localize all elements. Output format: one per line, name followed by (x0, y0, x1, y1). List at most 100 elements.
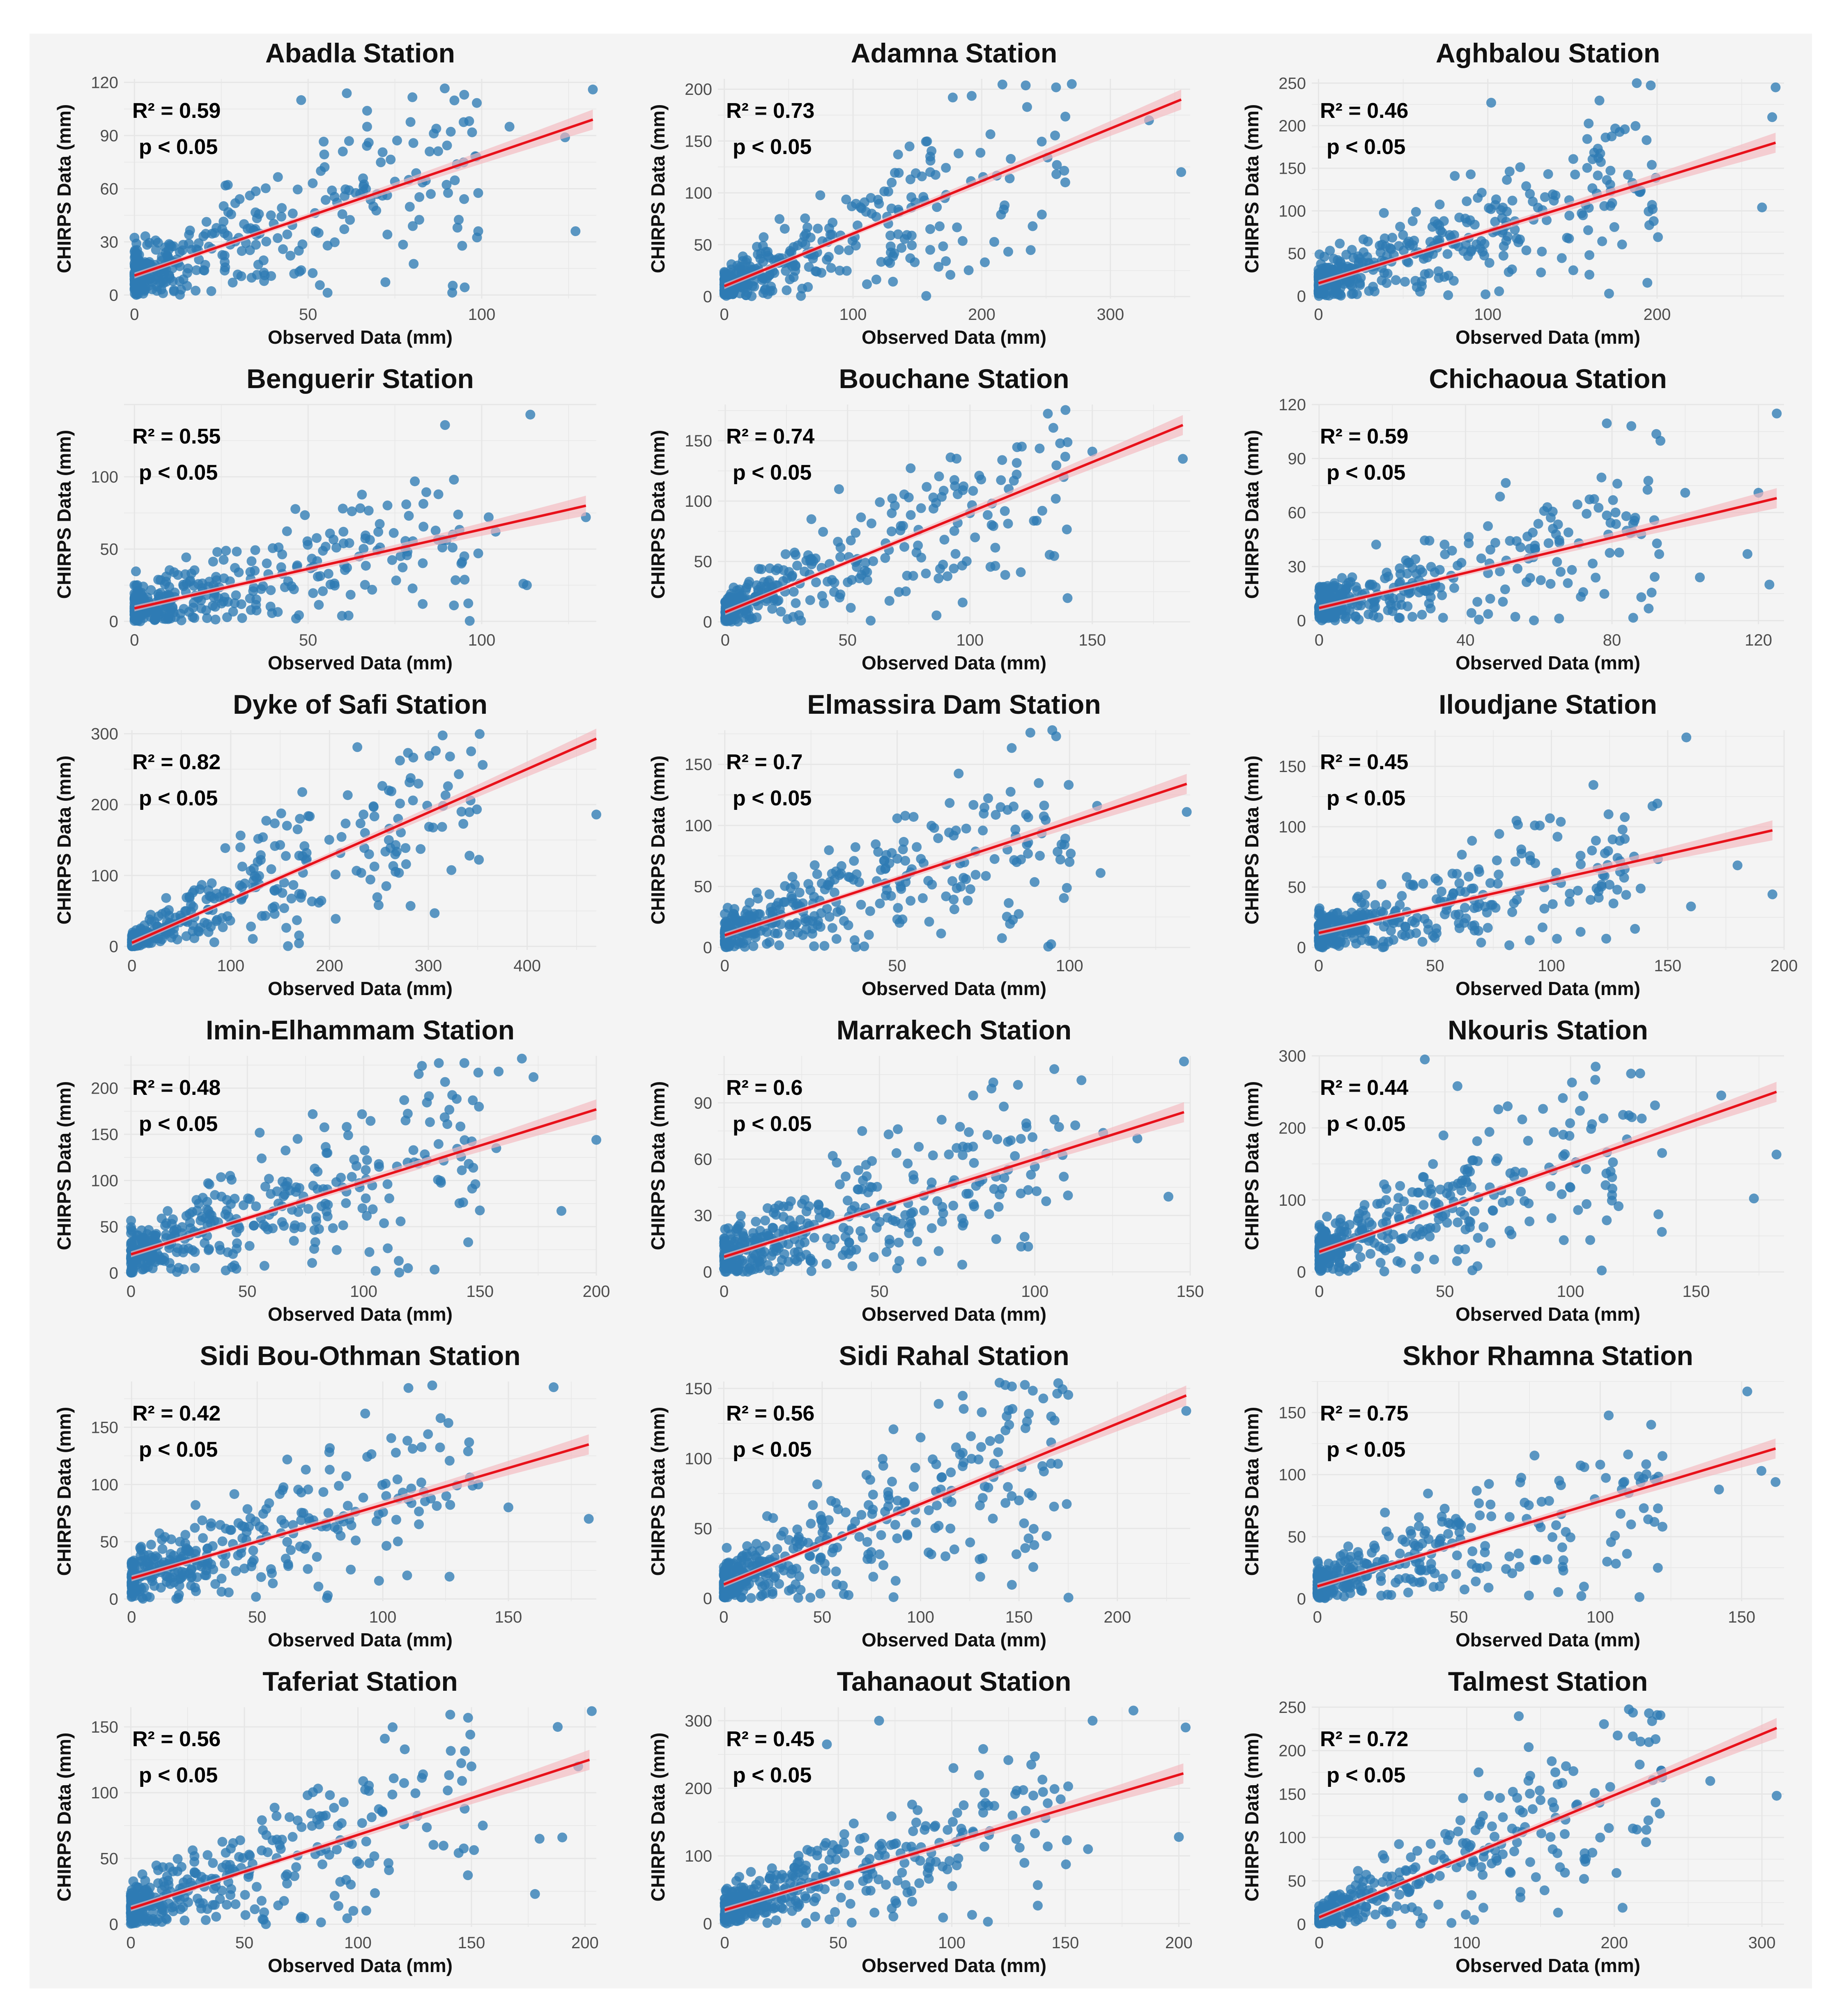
data-point (432, 1501, 442, 1511)
data-point (854, 877, 864, 887)
data-point (442, 140, 452, 151)
data-point (775, 214, 784, 224)
data-point (1400, 922, 1411, 932)
data-point (836, 861, 846, 871)
data-point (320, 162, 330, 172)
data-point (981, 871, 991, 881)
data-point (935, 221, 945, 231)
x-tick-label: 0 (721, 631, 730, 649)
x-tick-label: 200 (1643, 306, 1671, 324)
data-point (1524, 1216, 1535, 1227)
data-point (1578, 210, 1588, 221)
data-point (804, 1201, 814, 1211)
data-point (1005, 787, 1016, 797)
data-point (159, 1253, 169, 1262)
data-point (1593, 144, 1603, 154)
data-point (800, 213, 810, 223)
data-point (262, 558, 272, 568)
data-point (1609, 222, 1619, 232)
data-point (1557, 1189, 1567, 1199)
data-point (1044, 549, 1055, 560)
data-point (231, 1566, 241, 1576)
panel-chichaoua-station: 0 40 80 120 0 30 60 90 120 Observed Data (mm) CHIR… (1217, 359, 1811, 685)
data-point (1503, 1101, 1513, 1111)
x-tick-label: 100 (1474, 306, 1501, 324)
data-point (1331, 285, 1341, 295)
data-point (822, 903, 832, 914)
data-point (1578, 1091, 1589, 1101)
x-tick-label: 50 (1436, 1283, 1454, 1301)
data-point (1420, 269, 1430, 279)
data-point (1452, 1081, 1462, 1091)
data-point (305, 811, 315, 821)
data-point (221, 180, 230, 191)
r-squared-label: R² = 0.73 (726, 99, 814, 123)
data-point (366, 1116, 376, 1126)
data-point (473, 188, 483, 198)
data-point (131, 1234, 142, 1244)
data-point (226, 209, 236, 219)
data-point (1581, 1164, 1591, 1174)
data-point (1414, 587, 1424, 598)
data-point (466, 746, 476, 756)
data-point (408, 1145, 418, 1155)
data-point (934, 471, 944, 481)
data-point (961, 1189, 972, 1199)
y-tick-label: 150 (685, 132, 712, 150)
data-point (851, 241, 861, 251)
data-point (1063, 1190, 1073, 1200)
data-point (1483, 923, 1493, 933)
data-point (1411, 1264, 1421, 1274)
data-point (1653, 1209, 1664, 1219)
data-point (1468, 1155, 1478, 1165)
x-tick-label: 200 (1104, 1608, 1131, 1626)
data-point (978, 825, 988, 836)
data-point (782, 285, 792, 295)
data-point (906, 896, 916, 906)
x-tick-label: 0 (1314, 306, 1323, 324)
data-point (1026, 1170, 1036, 1180)
data-point (206, 892, 216, 902)
data-point (1428, 1159, 1438, 1169)
chart-title: Bouchane Station (839, 363, 1069, 394)
data-point (1469, 1206, 1480, 1216)
data-point (897, 914, 908, 924)
data-point (331, 869, 341, 880)
data-point (764, 889, 775, 899)
data-point (1043, 942, 1053, 952)
data-point (127, 1226, 138, 1236)
data-point (1614, 547, 1624, 558)
p-value-label: p < 0.05 (733, 461, 812, 485)
data-point (1605, 179, 1615, 190)
data-point (375, 519, 385, 529)
data-point (864, 930, 874, 940)
data-point (410, 476, 420, 487)
data-point (278, 1191, 289, 1201)
data-point (794, 610, 804, 620)
data-point (209, 937, 219, 947)
data-point (296, 893, 306, 903)
data-point (1483, 609, 1493, 619)
data-point (395, 798, 405, 809)
data-point (748, 941, 759, 951)
data-point (812, 869, 822, 879)
data-point (765, 286, 775, 296)
data-point (398, 239, 408, 250)
x-axis-label: Observed Data (mm) (268, 1629, 453, 1650)
data-point (949, 475, 959, 485)
data-point (1025, 728, 1035, 738)
data-point (189, 933, 200, 943)
data-point (320, 195, 331, 205)
data-point (954, 768, 964, 779)
data-point (1543, 538, 1554, 548)
y-tick-label: 100 (685, 1450, 712, 1468)
data-point (263, 1224, 273, 1234)
y-tick-label: 150 (1278, 160, 1306, 178)
data-point (842, 266, 852, 276)
data-point (1657, 1227, 1667, 1237)
data-point (1538, 1104, 1548, 1114)
data-point (368, 1204, 378, 1214)
data-point (952, 453, 962, 464)
data-point (862, 567, 872, 577)
data-point (464, 807, 474, 817)
